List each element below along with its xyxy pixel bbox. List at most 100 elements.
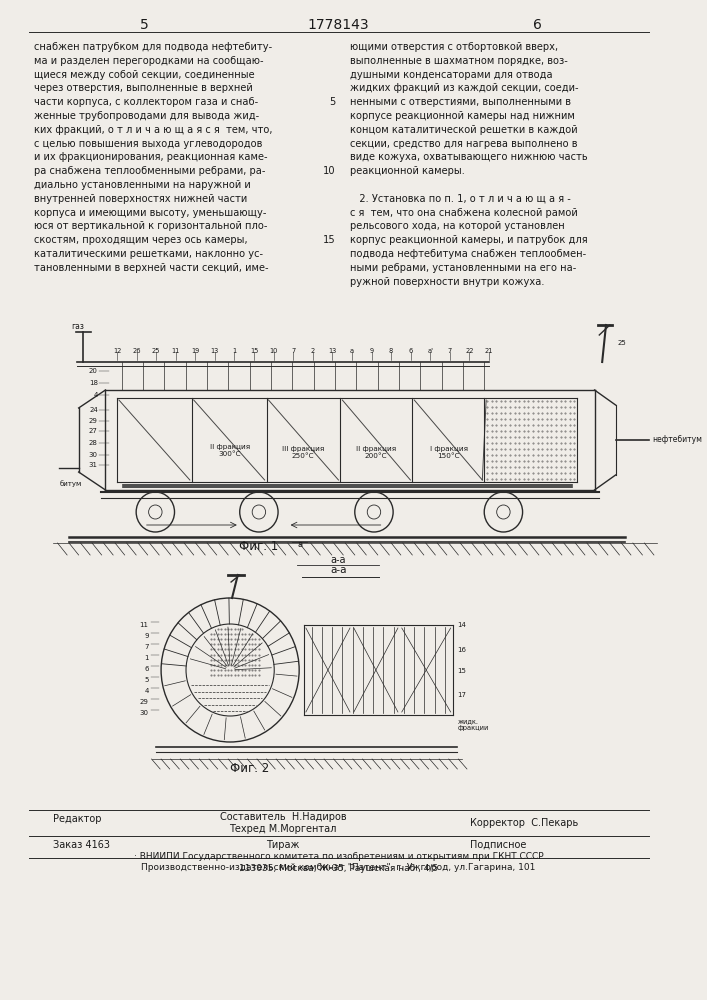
Text: 29: 29: [89, 418, 98, 424]
Text: 25: 25: [152, 348, 160, 354]
Text: Техред М.Моргентал: Техред М.Моргентал: [229, 824, 337, 834]
Text: II фракция
200°С: II фракция 200°С: [356, 446, 396, 458]
Text: женные трубопроводами для вывода жид-: женные трубопроводами для вывода жид-: [33, 111, 259, 121]
Text: 14: 14: [457, 622, 466, 628]
Text: а-а: а-а: [330, 565, 346, 575]
Text: 13: 13: [328, 348, 337, 354]
Text: рельсового хода, на которой установлен: рельсового хода, на которой установлен: [350, 221, 565, 231]
Text: 26: 26: [132, 348, 141, 354]
Text: 11: 11: [139, 622, 148, 628]
Text: 4: 4: [93, 392, 98, 398]
Text: 11: 11: [172, 348, 180, 354]
Text: Заказ 4163: Заказ 4163: [53, 840, 110, 850]
Text: нефтебитум: нефтебитум: [652, 436, 702, 444]
Text: а': а': [427, 348, 433, 354]
Text: 24: 24: [89, 407, 98, 413]
Text: 19: 19: [191, 348, 199, 354]
Text: Корректор  С.Пекарь: Корректор С.Пекарь: [470, 818, 578, 828]
Text: и их фракционирования, реакционная каме-: и их фракционирования, реакционная каме-: [33, 152, 267, 162]
Text: 20: 20: [89, 368, 98, 374]
Text: Составитель  Н.Надиров: Составитель Н.Надиров: [220, 812, 346, 822]
Text: 13: 13: [211, 348, 219, 354]
Text: 30: 30: [139, 710, 148, 716]
Text: 7: 7: [144, 644, 148, 650]
Text: каталитическими решетками, наклонно ус-: каталитическими решетками, наклонно ус-: [33, 249, 263, 259]
Text: ненными с отверстиями, выполненными в: ненными с отверстиями, выполненными в: [350, 97, 571, 107]
Text: 27: 27: [89, 428, 98, 434]
Text: 7: 7: [448, 348, 452, 354]
Text: 1: 1: [144, 655, 148, 661]
Text: 18: 18: [89, 380, 98, 386]
Text: 15: 15: [457, 668, 466, 674]
Text: 31: 31: [89, 462, 98, 468]
Text: 6: 6: [409, 348, 413, 354]
Text: 15: 15: [250, 348, 258, 354]
Text: 21: 21: [485, 348, 493, 354]
Text: 22: 22: [465, 348, 474, 354]
Text: 10: 10: [269, 348, 278, 354]
Text: 6: 6: [144, 666, 148, 672]
Text: 4: 4: [144, 688, 148, 694]
Text: 16: 16: [457, 647, 467, 653]
Text: корпусе реакционной камеры над нижним: корпусе реакционной камеры над нижним: [350, 111, 575, 121]
Text: а: а: [298, 540, 303, 549]
Text: 5: 5: [329, 97, 336, 107]
Text: III фракция
250°С: III фракция 250°С: [282, 446, 324, 458]
Text: жидких фракций из каждой секции, соеди-: жидких фракций из каждой секции, соеди-: [350, 83, 578, 93]
Text: 25: 25: [617, 340, 626, 346]
Text: юся от вертикальной к горизонтальной пло-: юся от вертикальной к горизонтальной пло…: [33, 221, 267, 231]
Text: 2: 2: [310, 348, 315, 354]
Text: выполненные в шахматном порядке, воз-: выполненные в шахматном порядке, воз-: [350, 56, 568, 66]
Text: корпус реакционной камеры, и патрубок для: корпус реакционной камеры, и патрубок дл…: [350, 235, 588, 245]
Text: ма и разделен перегородками на сообщаю-: ма и разделен перегородками на сообщаю-: [33, 56, 263, 66]
Text: Подписное: Подписное: [470, 840, 526, 850]
Text: 5: 5: [139, 18, 148, 32]
Text: 29: 29: [140, 699, 148, 705]
Text: Тираж: Тираж: [266, 840, 300, 850]
Text: 10: 10: [323, 166, 336, 176]
Text: 7: 7: [291, 348, 296, 354]
Text: с целью повышения выхода углеводородов: с целью повышения выхода углеводородов: [33, 139, 262, 149]
Text: 1: 1: [233, 348, 237, 354]
Text: через отверстия, выполненные в верхней: через отверстия, выполненные в верхней: [33, 83, 252, 93]
Text: ружной поверхности внутри кожуха.: ружной поверхности внутри кожуха.: [350, 277, 544, 287]
Text: 15: 15: [323, 235, 336, 245]
Text: Редактор: Редактор: [53, 814, 101, 824]
Text: Фиг. 1: Фиг. 1: [239, 540, 279, 553]
Text: секции, средство для нагрева выполнено в: секции, средство для нагрева выполнено в: [350, 139, 578, 149]
Text: 17: 17: [457, 692, 467, 698]
Text: Фиг. 2: Фиг. 2: [230, 762, 269, 775]
Text: жидк.
фракции: жидк. фракции: [457, 718, 489, 731]
Text: II фракция
300°С: II фракция 300°С: [210, 444, 250, 456]
Text: с я  тем, что она снабжена колесной рамой: с я тем, что она снабжена колесной рамой: [350, 208, 578, 218]
Text: 6: 6: [532, 18, 542, 32]
Text: 5: 5: [144, 677, 148, 683]
Text: ющими отверстия с отбортовкой вверх,: ющими отверстия с отбортовкой вверх,: [350, 42, 558, 52]
Text: I фракция
150°С: I фракция 150°С: [430, 446, 468, 460]
Text: душными конденсаторами для отвода: душными конденсаторами для отвода: [350, 70, 553, 80]
Text: концом каталитической решетки в каждой: концом каталитической решетки в каждой: [350, 125, 578, 135]
Text: 2. Установка по п. 1, о т л и ч а ю щ а я -: 2. Установка по п. 1, о т л и ч а ю щ а …: [350, 194, 571, 204]
Text: 8: 8: [389, 348, 393, 354]
Text: ких фракций, о т л и ч а ю щ а я с я  тем, что,: ких фракций, о т л и ч а ю щ а я с я тем…: [33, 125, 272, 135]
Text: а: а: [350, 348, 354, 354]
Text: 113035, Москва, Ж-35, Раушская наб., 4/5: 113035, Москва, Ж-35, Раушская наб., 4/5: [239, 864, 438, 873]
Text: части корпуса, с коллектором газа и снаб-: части корпуса, с коллектором газа и снаб…: [33, 97, 258, 107]
Text: 28: 28: [89, 440, 98, 446]
Text: ра снабжена теплообменными ребрами, ра-: ра снабжена теплообменными ребрами, ра-: [33, 166, 265, 176]
Text: виде кожуха, охватывающего нижнюю часть: виде кожуха, охватывающего нижнюю часть: [350, 152, 588, 162]
Text: а-а: а-а: [331, 555, 346, 565]
Text: щиеся между собой секции, соединенные: щиеся между собой секции, соединенные: [33, 70, 255, 80]
Text: Производственно-издательский комбинат "Патент", г. Ужгород, ул.Гагарина, 101: Производственно-издательский комбинат "П…: [141, 863, 536, 872]
Text: 1778143: 1778143: [308, 18, 369, 32]
Text: реакционной камеры.: реакционной камеры.: [350, 166, 465, 176]
Text: · ВНИИПИ Государственного комитета по изобретениям и открытиям при ГКНТ СССР: · ВНИИПИ Государственного комитета по из…: [134, 852, 543, 861]
Text: внутренней поверхностях нижней части: внутренней поверхностях нижней части: [33, 194, 247, 204]
Text: 30: 30: [89, 452, 98, 458]
Text: тановленными в верхней части секций, име-: тановленными в верхней части секций, име…: [33, 263, 268, 273]
Text: битум: битум: [60, 480, 82, 487]
Text: 9: 9: [144, 633, 148, 639]
Text: газ: газ: [71, 322, 84, 331]
Text: скостям, проходящим через ось камеры,: скостям, проходящим через ось камеры,: [33, 235, 247, 245]
Text: 12: 12: [113, 348, 121, 354]
